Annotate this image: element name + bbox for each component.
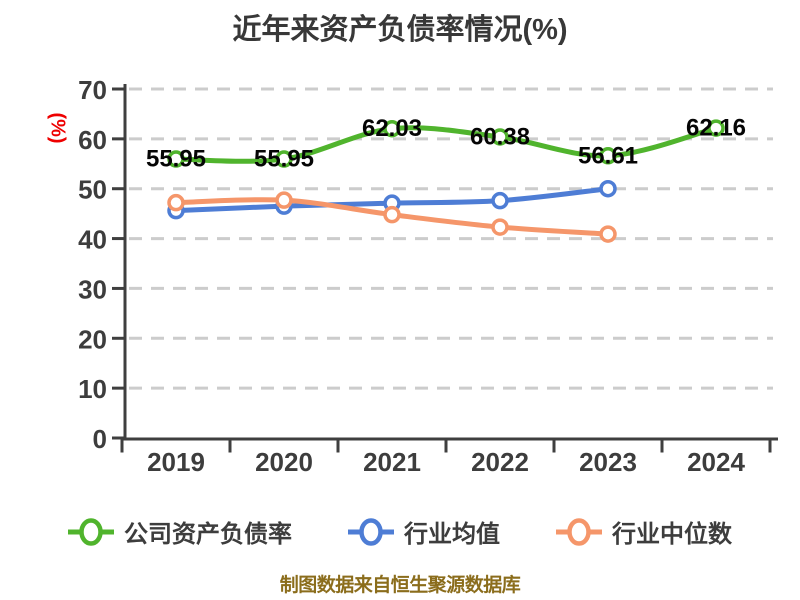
y-tick-label-70: 70 xyxy=(78,75,107,105)
chart-title: 近年来资产负债率情况(%) xyxy=(232,14,568,46)
legend-label: 行业均值 xyxy=(404,521,500,548)
x-tick-label-2019: 2019 xyxy=(147,447,205,477)
data-point-0-2020 xyxy=(275,150,293,168)
legend-marker-icon xyxy=(348,517,394,546)
y-tick-label-30: 30 xyxy=(78,274,107,304)
legend-label: 公司资产负债率 xyxy=(124,521,292,548)
data-label-0-2024: 62.16 xyxy=(686,115,746,142)
y-tick-label-10: 10 xyxy=(78,374,107,404)
chart-source-note: 制图数据来自恒生聚源数据库 xyxy=(279,575,521,596)
data-point-1-2023 xyxy=(599,179,617,198)
x-tick-label-2021: 2021 xyxy=(363,447,421,477)
legend-item-2[interactable]: 行业中位数 xyxy=(556,514,732,549)
chart-legend: 公司资产负债率 行业均值 行业中位数 xyxy=(0,514,800,549)
y-tick-label-60: 60 xyxy=(78,125,107,155)
x-tick-label-2022: 2022 xyxy=(471,447,529,477)
legend-marker-icon xyxy=(556,517,602,546)
data-label-0-2022: 60.38 xyxy=(470,123,530,150)
legend-item-0[interactable]: 公司资产负债率 xyxy=(68,514,292,549)
y-tick-label-40: 40 xyxy=(78,225,107,255)
y-tick-label-20: 20 xyxy=(78,324,107,354)
legend-item-1[interactable]: 行业均值 xyxy=(348,514,500,549)
x-tick-label-2020: 2020 xyxy=(255,447,313,477)
x-tick-label-2024: 2024 xyxy=(687,447,745,477)
series-line-0 xyxy=(173,125,719,164)
data-label-0-2021: 62.03 xyxy=(362,115,422,142)
data-point-1-2022 xyxy=(491,191,509,210)
data-label-0-2020: 55.95 xyxy=(254,146,314,173)
data-point-2-2020 xyxy=(275,191,293,209)
data-point-2-2019 xyxy=(167,193,185,212)
legend-marker-icon xyxy=(68,517,114,546)
data-point-2-2023 xyxy=(599,225,617,243)
y-tick-label-50: 50 xyxy=(78,175,107,205)
data-point-0-2019 xyxy=(167,150,185,168)
x-tick-label-2023: 2023 xyxy=(579,447,637,477)
data-point-0-2021 xyxy=(383,119,401,138)
data-label-0-2019: 55.95 xyxy=(146,146,206,173)
data-point-2-2022 xyxy=(491,218,509,236)
data-point-2-2021 xyxy=(383,205,401,224)
y-tick-label-0: 0 xyxy=(93,424,107,454)
data-point-0-2024 xyxy=(707,119,725,137)
legend-label: 行业中位数 xyxy=(612,521,732,548)
data-point-0-2023 xyxy=(599,147,617,165)
data-label-0-2023: 56.61 xyxy=(578,142,638,169)
data-point-0-2022 xyxy=(491,128,509,146)
